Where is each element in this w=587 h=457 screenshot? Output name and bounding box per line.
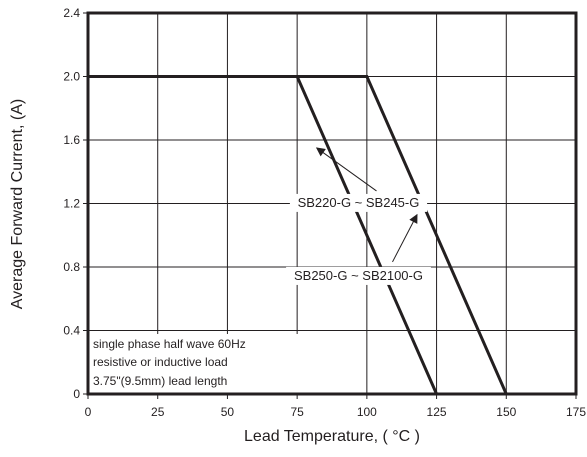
- y-tick-label: 2.0: [63, 70, 80, 84]
- y-tick-label: 1.2: [63, 197, 80, 211]
- x-tick-label: 50: [221, 405, 235, 419]
- annotation-label-background: [286, 266, 431, 285]
- x-axis-title: Lead Temperature, ( °C ): [244, 428, 420, 445]
- annotations: SB220-G ~ SB245-G SB250-G ~ SB2100-G: [286, 147, 431, 285]
- y-tick-label: 1.6: [63, 133, 80, 147]
- annotation-label-2: SB250-G ~ SB2100-G: [294, 268, 423, 283]
- x-tick-label: 75: [290, 405, 304, 419]
- annotation-arrow-1: [315, 147, 377, 192]
- x-tick-label: 175: [566, 405, 586, 419]
- note-line-3: 3.75"(9.5mm) lead length: [93, 374, 227, 388]
- note-line-2: resistive or inductive load: [93, 355, 228, 369]
- series-line-2: [88, 75, 508, 395]
- tick-labels: 0 25 50 75 100 125 150 175 0 0.4 0.8 1.2 1.6 2.0 2.4: [63, 6, 586, 419]
- x-tick-label: 125: [427, 405, 447, 419]
- y-tick-label: 2.4: [63, 6, 80, 20]
- note-line-1: single phase half wave 60Hz: [93, 337, 246, 351]
- note-box: single phase half wave 60Hz resistive or…: [90, 334, 298, 393]
- x-tick-label: 25: [151, 405, 165, 419]
- x-tick-label: 0: [85, 405, 92, 419]
- series-group: [88, 75, 508, 395]
- y-axis-title: Average Forward Current, (A): [9, 99, 26, 309]
- y-tick-label: 0.8: [63, 260, 80, 274]
- x-tick-label: 150: [496, 405, 516, 419]
- annotation-label-background: [289, 193, 428, 212]
- note-box-background: [90, 334, 298, 393]
- y-tick-label: 0: [73, 387, 80, 401]
- annotation-arrow-2: [392, 213, 418, 263]
- y-tick-label: 0.4: [63, 324, 80, 338]
- x-tick-label: 100: [357, 405, 377, 419]
- annotation-label-1: SB220-G ~ SB245-G: [298, 195, 420, 210]
